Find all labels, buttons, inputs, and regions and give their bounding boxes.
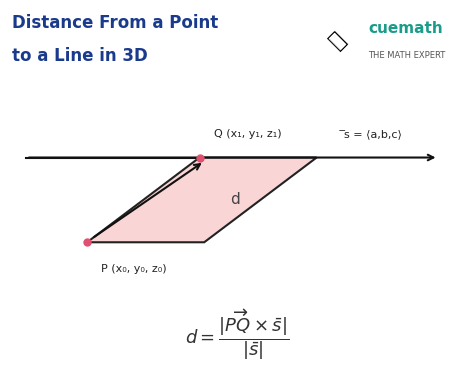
Text: ̅s = ⟨a,b,c⟩: ̅s = ⟨a,b,c⟩: [345, 129, 402, 139]
Text: 🚀: 🚀: [326, 28, 349, 52]
Text: $d = \dfrac{|\overrightarrow{PQ} \times \bar{s}|}{|\bar{s}|}$: $d = \dfrac{|\overrightarrow{PQ} \times …: [185, 307, 289, 362]
Polygon shape: [87, 157, 317, 242]
Text: cuemath: cuemath: [368, 21, 443, 36]
Text: d: d: [230, 192, 239, 208]
Text: THE MATH EXPERT: THE MATH EXPERT: [368, 50, 446, 60]
Text: Distance From a Point: Distance From a Point: [12, 14, 219, 32]
Text: Q (x₁, y₁, z₁): Q (x₁, y₁, z₁): [214, 129, 281, 139]
Text: P (x₀, y₀, z₀): P (x₀, y₀, z₀): [101, 264, 167, 275]
Text: to a Line in 3D: to a Line in 3D: [12, 47, 148, 65]
